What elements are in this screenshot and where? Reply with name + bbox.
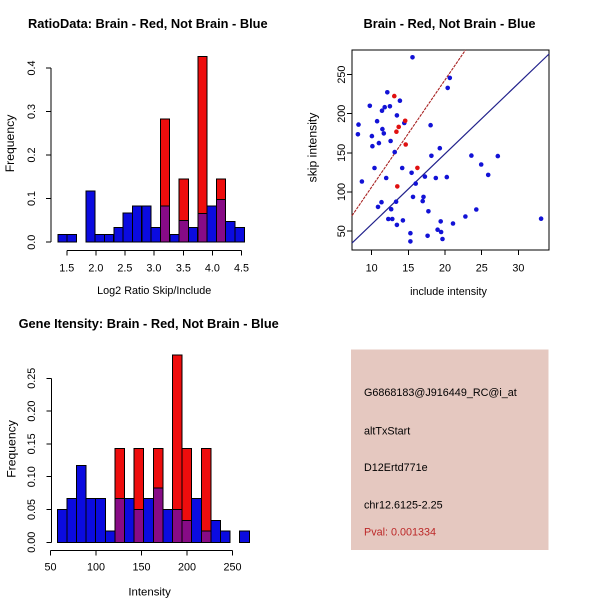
svg-text:RatioData: Brain - Red, Not Br: RatioData: Brain - Red, Not Brain - Blue [28,16,268,31]
svg-text:0.05: 0.05 [26,499,38,520]
svg-text:0.25: 0.25 [26,368,38,389]
svg-text:25: 25 [476,263,488,275]
svg-text:1.5: 1.5 [59,263,74,275]
svg-text:0.0: 0.0 [26,235,38,250]
svg-text:0.10: 0.10 [26,466,38,487]
svg-text:0.2: 0.2 [26,147,38,162]
svg-text:D12Ertd771e: D12Ertd771e [364,462,428,474]
svg-text:30: 30 [512,263,524,275]
svg-text:10: 10 [366,263,378,275]
svg-text:Frequency: Frequency [3,114,17,172]
svg-text:Intensity: Intensity [128,587,171,599]
svg-text:Gene Itensity: Brain - Red, No: Gene Itensity: Brain - Red, Not Brain - … [19,316,279,331]
svg-text:100: 100 [336,183,348,201]
svg-text:0.3: 0.3 [26,104,38,119]
svg-text:150: 150 [336,144,348,162]
svg-text:0.00: 0.00 [26,532,38,553]
svg-text:G6868183@J916449_RC@i_at: G6868183@J916449_RC@i_at [364,387,517,399]
svg-text:2.5: 2.5 [117,263,132,275]
svg-text:20: 20 [439,263,451,275]
svg-text:4.0: 4.0 [205,263,220,275]
svg-text:200: 200 [178,561,196,573]
svg-text:Log2 Ratio Skip/Include: Log2 Ratio Skip/Include [97,285,211,297]
svg-text:0.15: 0.15 [26,433,38,454]
svg-text:Pval: 0.001334: Pval: 0.001334 [364,526,436,538]
svg-text:50: 50 [336,225,348,237]
svg-text:250: 250 [336,66,348,84]
svg-text:3.5: 3.5 [176,263,191,275]
svg-text:200: 200 [336,105,348,123]
svg-text:Brain - Red, Not Brain - Blue: Brain - Red, Not Brain - Blue [363,16,535,31]
svg-text:100: 100 [87,561,105,573]
svg-text:Frequency: Frequency [5,419,19,477]
svg-text:15: 15 [402,263,414,275]
svg-text:2.0: 2.0 [88,263,103,275]
svg-text:chr12.6125-2.25: chr12.6125-2.25 [364,499,443,511]
svg-text:include intensity: include intensity [410,286,487,298]
svg-text:0.20: 0.20 [26,401,38,422]
svg-text:0.4: 0.4 [26,60,38,75]
svg-text:3.0: 3.0 [146,263,161,275]
svg-text:skip intensity: skip intensity [306,112,320,183]
svg-text:250: 250 [223,561,241,573]
svg-text:4.5: 4.5 [234,263,249,275]
svg-text:150: 150 [132,561,150,573]
svg-text:0.1: 0.1 [26,191,38,206]
svg-text:altTxStart: altTxStart [364,426,410,438]
svg-text:50: 50 [44,561,56,573]
